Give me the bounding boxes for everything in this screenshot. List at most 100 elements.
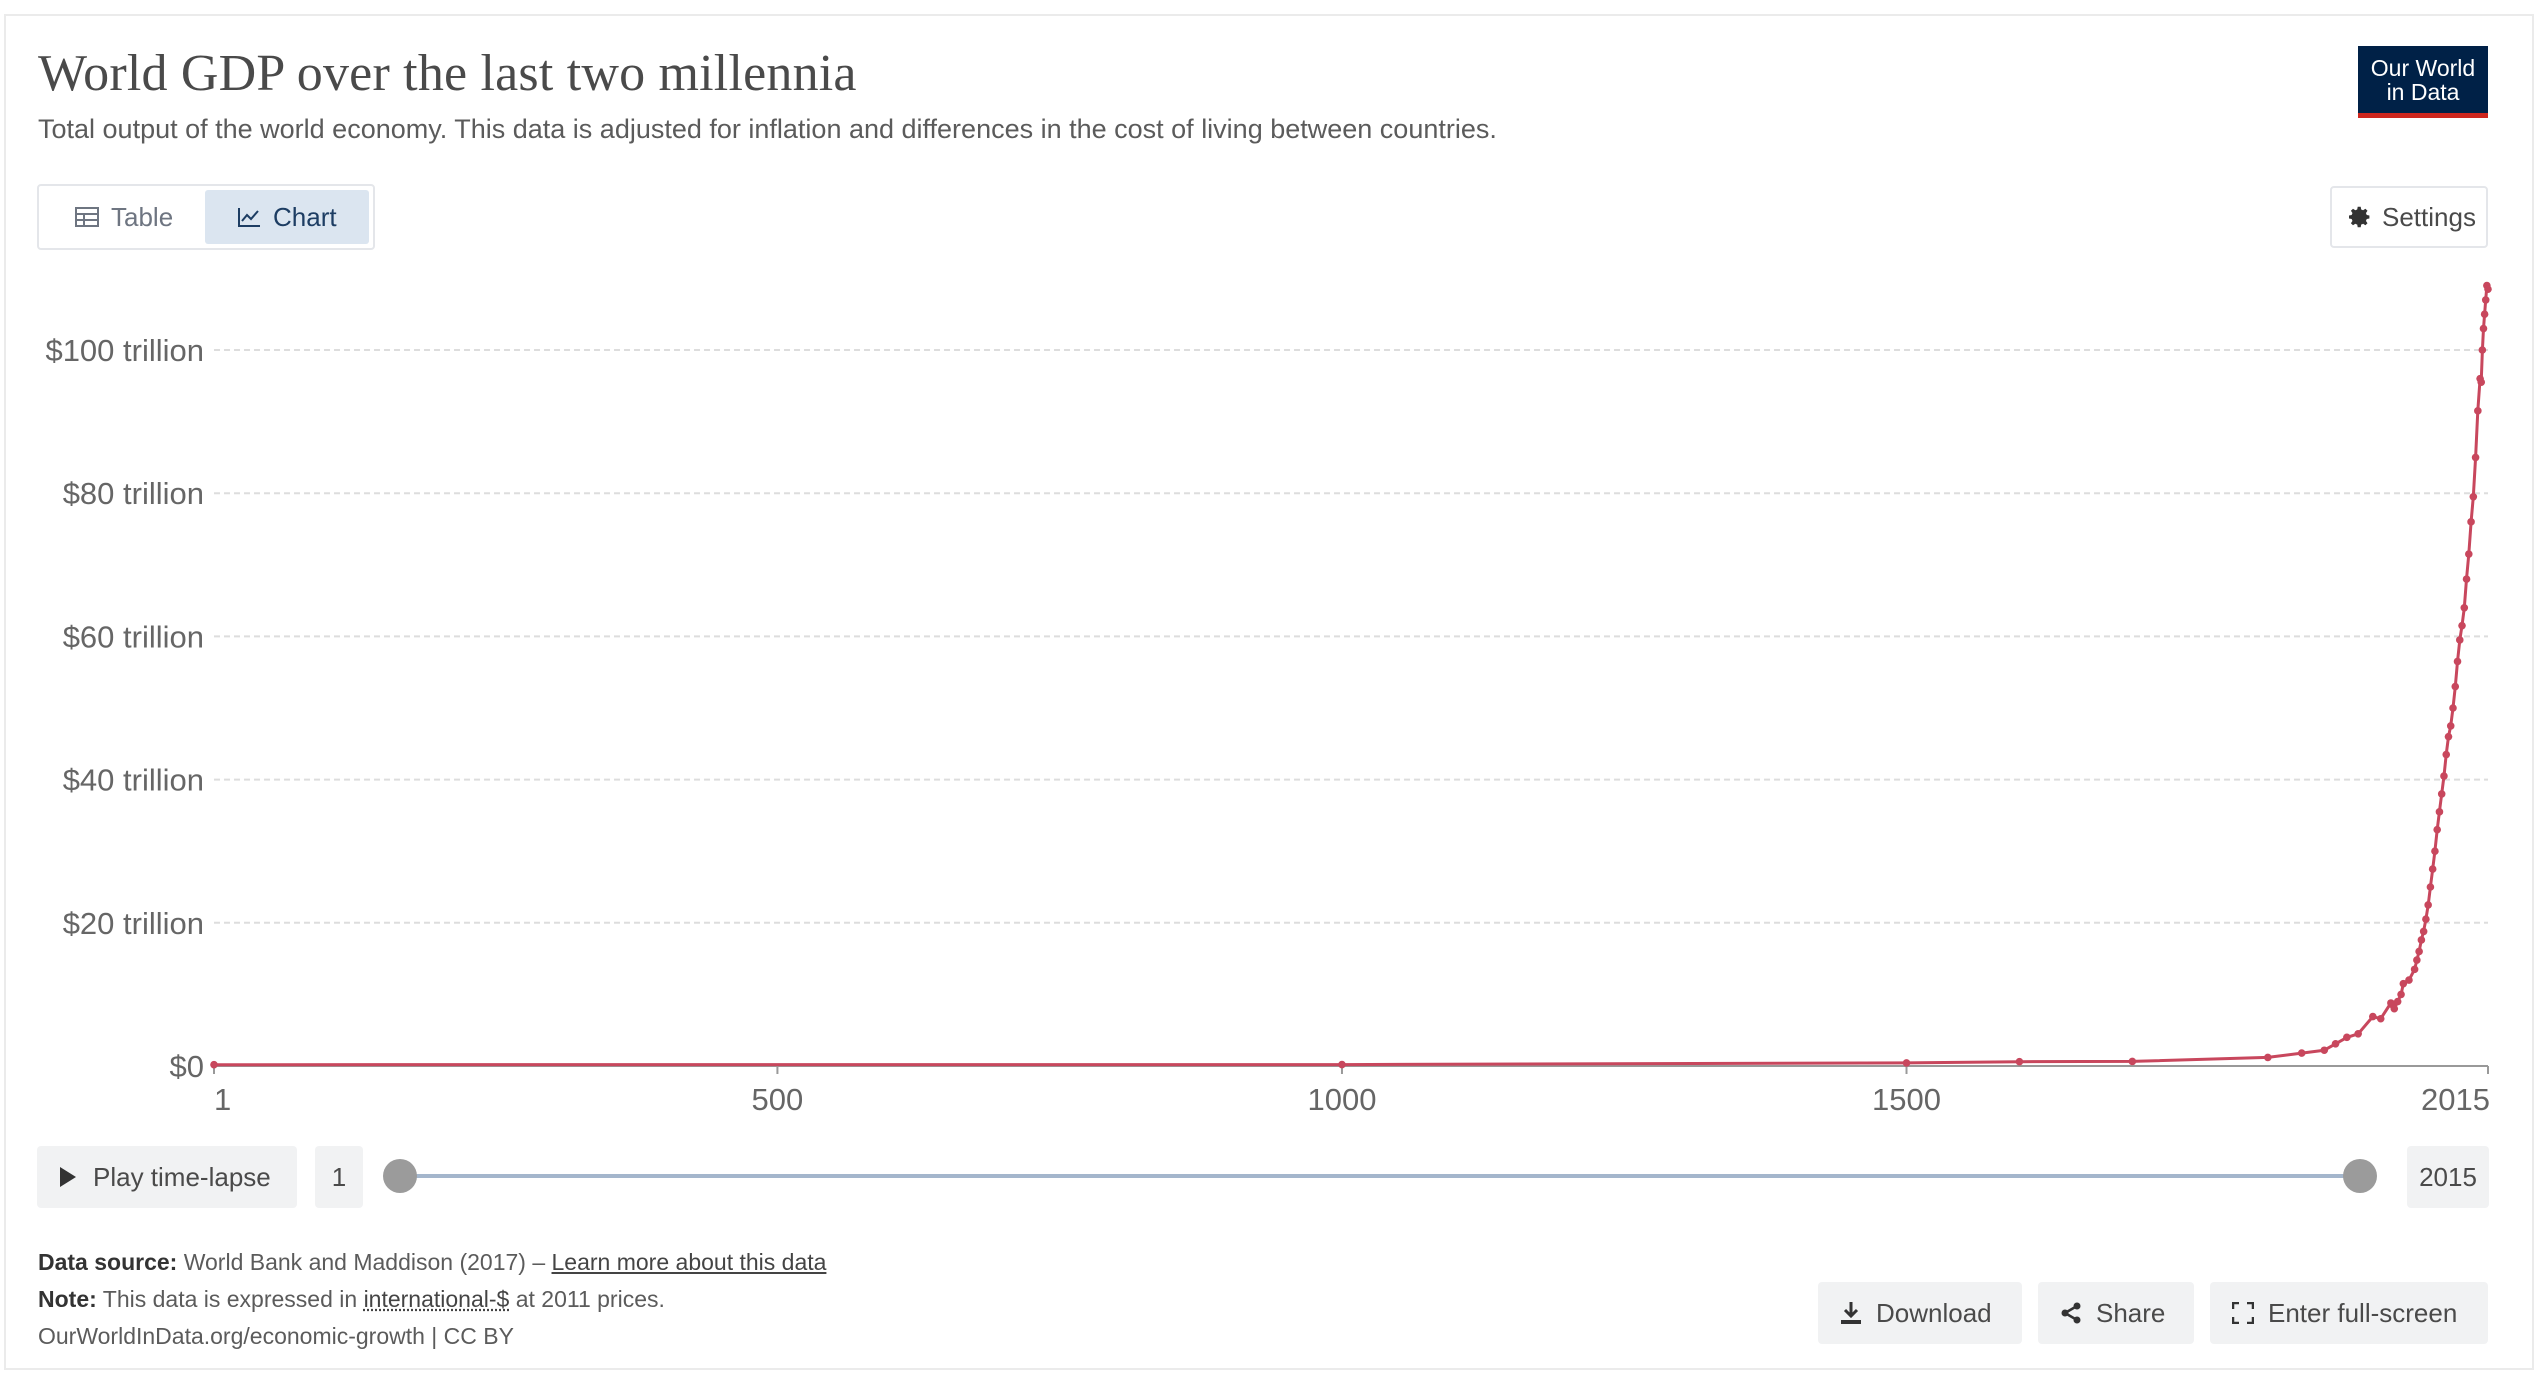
data-point [2478, 346, 2487, 354]
logo-line-1: Our World [2370, 55, 2476, 81]
x-tick-label: 1 [214, 1082, 231, 1117]
download-label: Download [1876, 1297, 1992, 1328]
timeline-start-handle[interactable] [383, 1159, 417, 1193]
timeline-end-year[interactable]: 2015 [2407, 1146, 2489, 1208]
x-tick-label: 1000 [1307, 1082, 1376, 1117]
data-point [2424, 901, 2432, 909]
data-point [2369, 1012, 2377, 1021]
data-point [2410, 965, 2419, 974]
y-tick-label: $80 trillion [63, 476, 204, 511]
owid-logo[interactable]: Our World in Data [2358, 46, 2488, 118]
learn-more-link[interactable]: Learn more about this data [551, 1249, 827, 1275]
data-point [2467, 518, 2475, 526]
data-point [2331, 1040, 2340, 1048]
data-point [1338, 1060, 1346, 1069]
x-axis: 1 500 1000 1500 2015 [213, 1065, 2490, 1117]
tab-table[interactable]: Table [43, 190, 203, 244]
data-point [2399, 979, 2408, 988]
data-point [2451, 682, 2460, 691]
data-source-text: World Bank and Maddison (2017) – [183, 1249, 552, 1275]
page-title: World GDP over the last two millennia [38, 45, 857, 102]
settings-label: Settings [2382, 201, 2476, 232]
data-point [2446, 722, 2455, 730]
play-icon [60, 1167, 76, 1187]
data-point [2376, 1014, 2385, 1023]
data-point [2440, 772, 2448, 780]
play-time-lapse-label: Play time-lapse [93, 1161, 271, 1192]
play-time-lapse-button[interactable]: Play time-lapse [37, 1146, 297, 1208]
series-world-gdp [210, 281, 2492, 1069]
data-point [2128, 1057, 2137, 1066]
chart-footer: Data source: World Bank and Maddison (20… [38, 1244, 826, 1355]
share-button[interactable]: Share [2038, 1282, 2194, 1344]
data-point [2415, 947, 2423, 956]
tab-chart-label: Chart [273, 201, 337, 232]
data-point [2444, 732, 2453, 741]
tab-table-label: Table [111, 201, 174, 232]
data-point [2433, 825, 2441, 834]
data-point [2397, 990, 2405, 999]
data-point [2264, 1053, 2272, 1062]
share-label: Share [2096, 1297, 2166, 1328]
data-point [2442, 750, 2451, 759]
gdp-line-chart: $0 $20 trillion $40 trillion $60 trillion $8… [45, 281, 2492, 1117]
timeline-start-year[interactable]: 1 [315, 1146, 363, 1208]
chart-card [4, 14, 2534, 1370]
data-point [2458, 621, 2466, 630]
timeline-end-handle[interactable] [2343, 1159, 2377, 1193]
data-point [2419, 927, 2428, 936]
fullscreen-button[interactable]: Enter full-screen [2210, 1282, 2488, 1344]
data-point [2462, 575, 2471, 583]
data-point [2422, 915, 2430, 924]
data-source-label: Data source: [38, 1249, 178, 1275]
x-tick-label: 500 [752, 1082, 804, 1117]
data-point [2015, 1057, 2024, 1066]
data-point [1902, 1059, 1911, 1067]
y-tick-label: $100 trillion [45, 333, 204, 368]
expand-icon [2232, 1302, 2254, 1324]
download-button[interactable]: Download [1818, 1282, 2022, 1344]
data-source-line: Data source: World Bank and Maddison (20… [38, 1244, 826, 1281]
data-point [2481, 296, 2490, 304]
view-tabs: Table Chart [37, 184, 375, 250]
data-point [2431, 847, 2439, 855]
data-point [2479, 324, 2488, 333]
data-point [2484, 285, 2492, 293]
y-tick-label: $60 trillion [63, 619, 204, 654]
data-point [2469, 492, 2478, 501]
download-icon [1841, 1302, 1861, 1324]
data-point [2453, 657, 2462, 666]
data-point [2393, 997, 2402, 1006]
data-point [2460, 603, 2469, 612]
data-point [2413, 956, 2421, 964]
data-point [2474, 407, 2482, 415]
tab-chart[interactable]: Chart [205, 190, 369, 244]
note-text-after: at 2011 prices. [509, 1286, 665, 1312]
data-point [2426, 883, 2435, 891]
page-subtitle: Total output of the world economy. This … [38, 114, 1497, 144]
data-point [2405, 976, 2413, 984]
table-icon [75, 207, 99, 227]
x-tick-label: 1500 [1872, 1082, 1941, 1117]
settings-button[interactable]: Settings [2330, 186, 2488, 248]
attribution-line: OurWorldInData.org/economic-growth | CC … [38, 1323, 514, 1349]
timeline-slider-track[interactable] [399, 1174, 2359, 1178]
international-dollar-link[interactable]: international-$ [363, 1286, 510, 1312]
data-point [2428, 865, 2437, 873]
series-line [213, 284, 2490, 1067]
fullscreen-label: Enter full-screen [2268, 1297, 2458, 1328]
logo-line-2: in Data [2386, 79, 2460, 105]
y-tick-label: $20 trillion [63, 906, 204, 941]
x-tick-label: 2015 [2421, 1082, 2490, 1117]
data-point [2354, 1029, 2362, 1038]
data-point [2435, 808, 2444, 816]
timeline-controls: Play time-lapse 1 2015 [37, 1146, 2489, 1210]
note-label: Note: [38, 1286, 97, 1312]
data-point [2417, 936, 2426, 944]
data-point [2465, 550, 2473, 558]
note-line: Note: This data is expressed in internat… [38, 1281, 826, 1318]
gear-icon [2349, 206, 2370, 228]
data-point [2390, 1004, 2399, 1013]
data-point [2477, 378, 2486, 387]
data-point [2320, 1046, 2329, 1055]
